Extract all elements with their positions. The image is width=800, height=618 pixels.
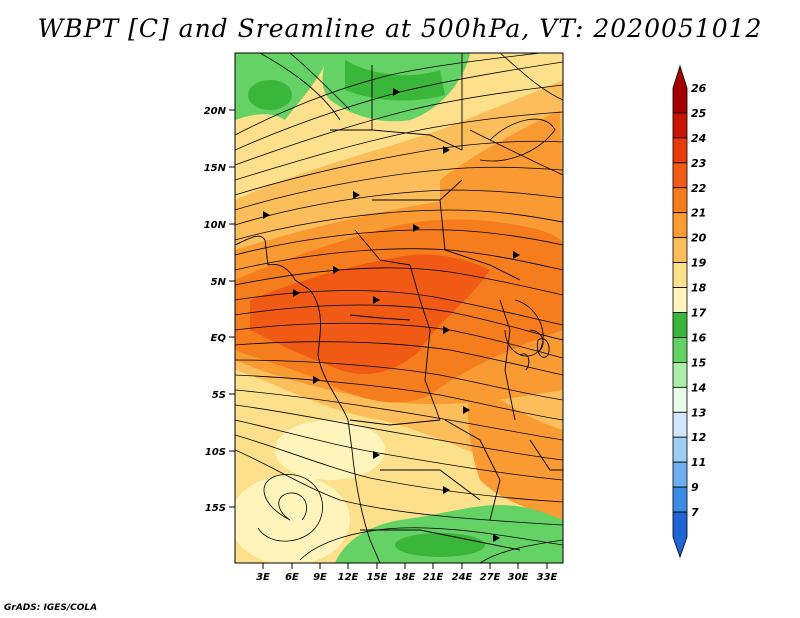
lon-label: 24E (452, 572, 473, 583)
colorbar-swatch (672, 287, 688, 313)
lat-label: 5N (211, 277, 227, 288)
map-title: WBPT [C] and Sreamline at 500hPa, VT: 20… (37, 14, 763, 43)
colorbar-swatch (672, 187, 688, 214)
lon-ticks (262, 563, 548, 569)
colorbar-swatch (672, 64, 688, 114)
field-nw-green-dark (248, 80, 292, 110)
lon-label: 12E (338, 572, 359, 583)
field-s-green-dark (395, 533, 485, 557)
colorbar-swatch (672, 337, 688, 363)
lon-label: 6E (285, 572, 299, 583)
colorbar-swatch (672, 436, 688, 463)
colorbar-label: 23 (691, 157, 707, 170)
colorbar-swatch (672, 137, 688, 164)
lat-label: 15S (205, 503, 226, 514)
map-field (235, 53, 563, 563)
country-borders (235, 53, 563, 563)
lat-ticks (229, 109, 235, 508)
colorbar-swatch (672, 511, 688, 559)
lon-label: 18E (395, 572, 416, 583)
lon-label: 3E (256, 572, 270, 583)
lon-label: 9E (313, 572, 327, 583)
colorbar-label: 16 (691, 331, 707, 344)
colorbar-label: 18 (691, 282, 707, 295)
colorbar-swatch (672, 411, 688, 438)
field-s-pale (275, 420, 385, 480)
colorbar-label: 20 (691, 232, 707, 245)
colorbar-swatch (672, 212, 688, 239)
lon-label: 21E (423, 572, 444, 583)
colorbar-swatch (672, 237, 688, 264)
credit-text: GrADS: IGES/COLA (4, 603, 98, 613)
streamlines (235, 53, 563, 563)
colorbar-swatch (672, 262, 688, 288)
colorbar-label: 21 (691, 207, 706, 220)
lat-label: 5S (212, 390, 226, 401)
lon-label: 30E (508, 572, 529, 583)
colorbar-label: 9 (691, 481, 699, 494)
colorbar-label: 15 (691, 356, 707, 369)
colorbar-label: 24 (691, 132, 706, 145)
map-frame (234, 52, 564, 564)
lon-label: 33E (537, 572, 558, 583)
lat-label: 20N (204, 106, 227, 117)
colorbar-label: 7 (691, 506, 699, 519)
colorbar-label: 11 (691, 456, 706, 469)
colorbar-label: 13 (691, 406, 707, 419)
lat-label: 10N (204, 220, 227, 231)
colorbar-label: 17 (691, 307, 707, 320)
colorbar-swatch (672, 162, 688, 189)
colorbar-swatch (672, 386, 688, 413)
field-ne-orange (440, 110, 563, 208)
colorbar-label: 22 (691, 182, 707, 195)
lat-label: EQ (211, 333, 227, 344)
colorbar-label: 14 (691, 381, 706, 394)
lat-label: 15N (204, 163, 227, 174)
field-se-orange (468, 380, 563, 520)
streamline-arrows (263, 88, 520, 542)
colorbar-label: 19 (691, 257, 707, 270)
colorbar-swatch (672, 461, 688, 488)
lon-label: 27E (480, 572, 501, 583)
colorbar: 26 25 24 23 22 21 20 19 18 17 16 15 14 13 12 11 9 7 (672, 64, 707, 559)
colorbar-swatch (672, 361, 688, 388)
colorbar-swatch (672, 112, 688, 139)
colorbar-swatch (672, 486, 688, 513)
lon-label: 15E (367, 572, 388, 583)
lat-label: 10S (205, 447, 226, 458)
field-n-green-dark (345, 60, 445, 101)
colorbar-label: 25 (691, 107, 707, 120)
colorbar-label: 26 (691, 82, 707, 95)
colorbar-label: 12 (691, 431, 707, 444)
colorbar-swatch (672, 312, 688, 338)
field-hot-core (250, 254, 490, 374)
